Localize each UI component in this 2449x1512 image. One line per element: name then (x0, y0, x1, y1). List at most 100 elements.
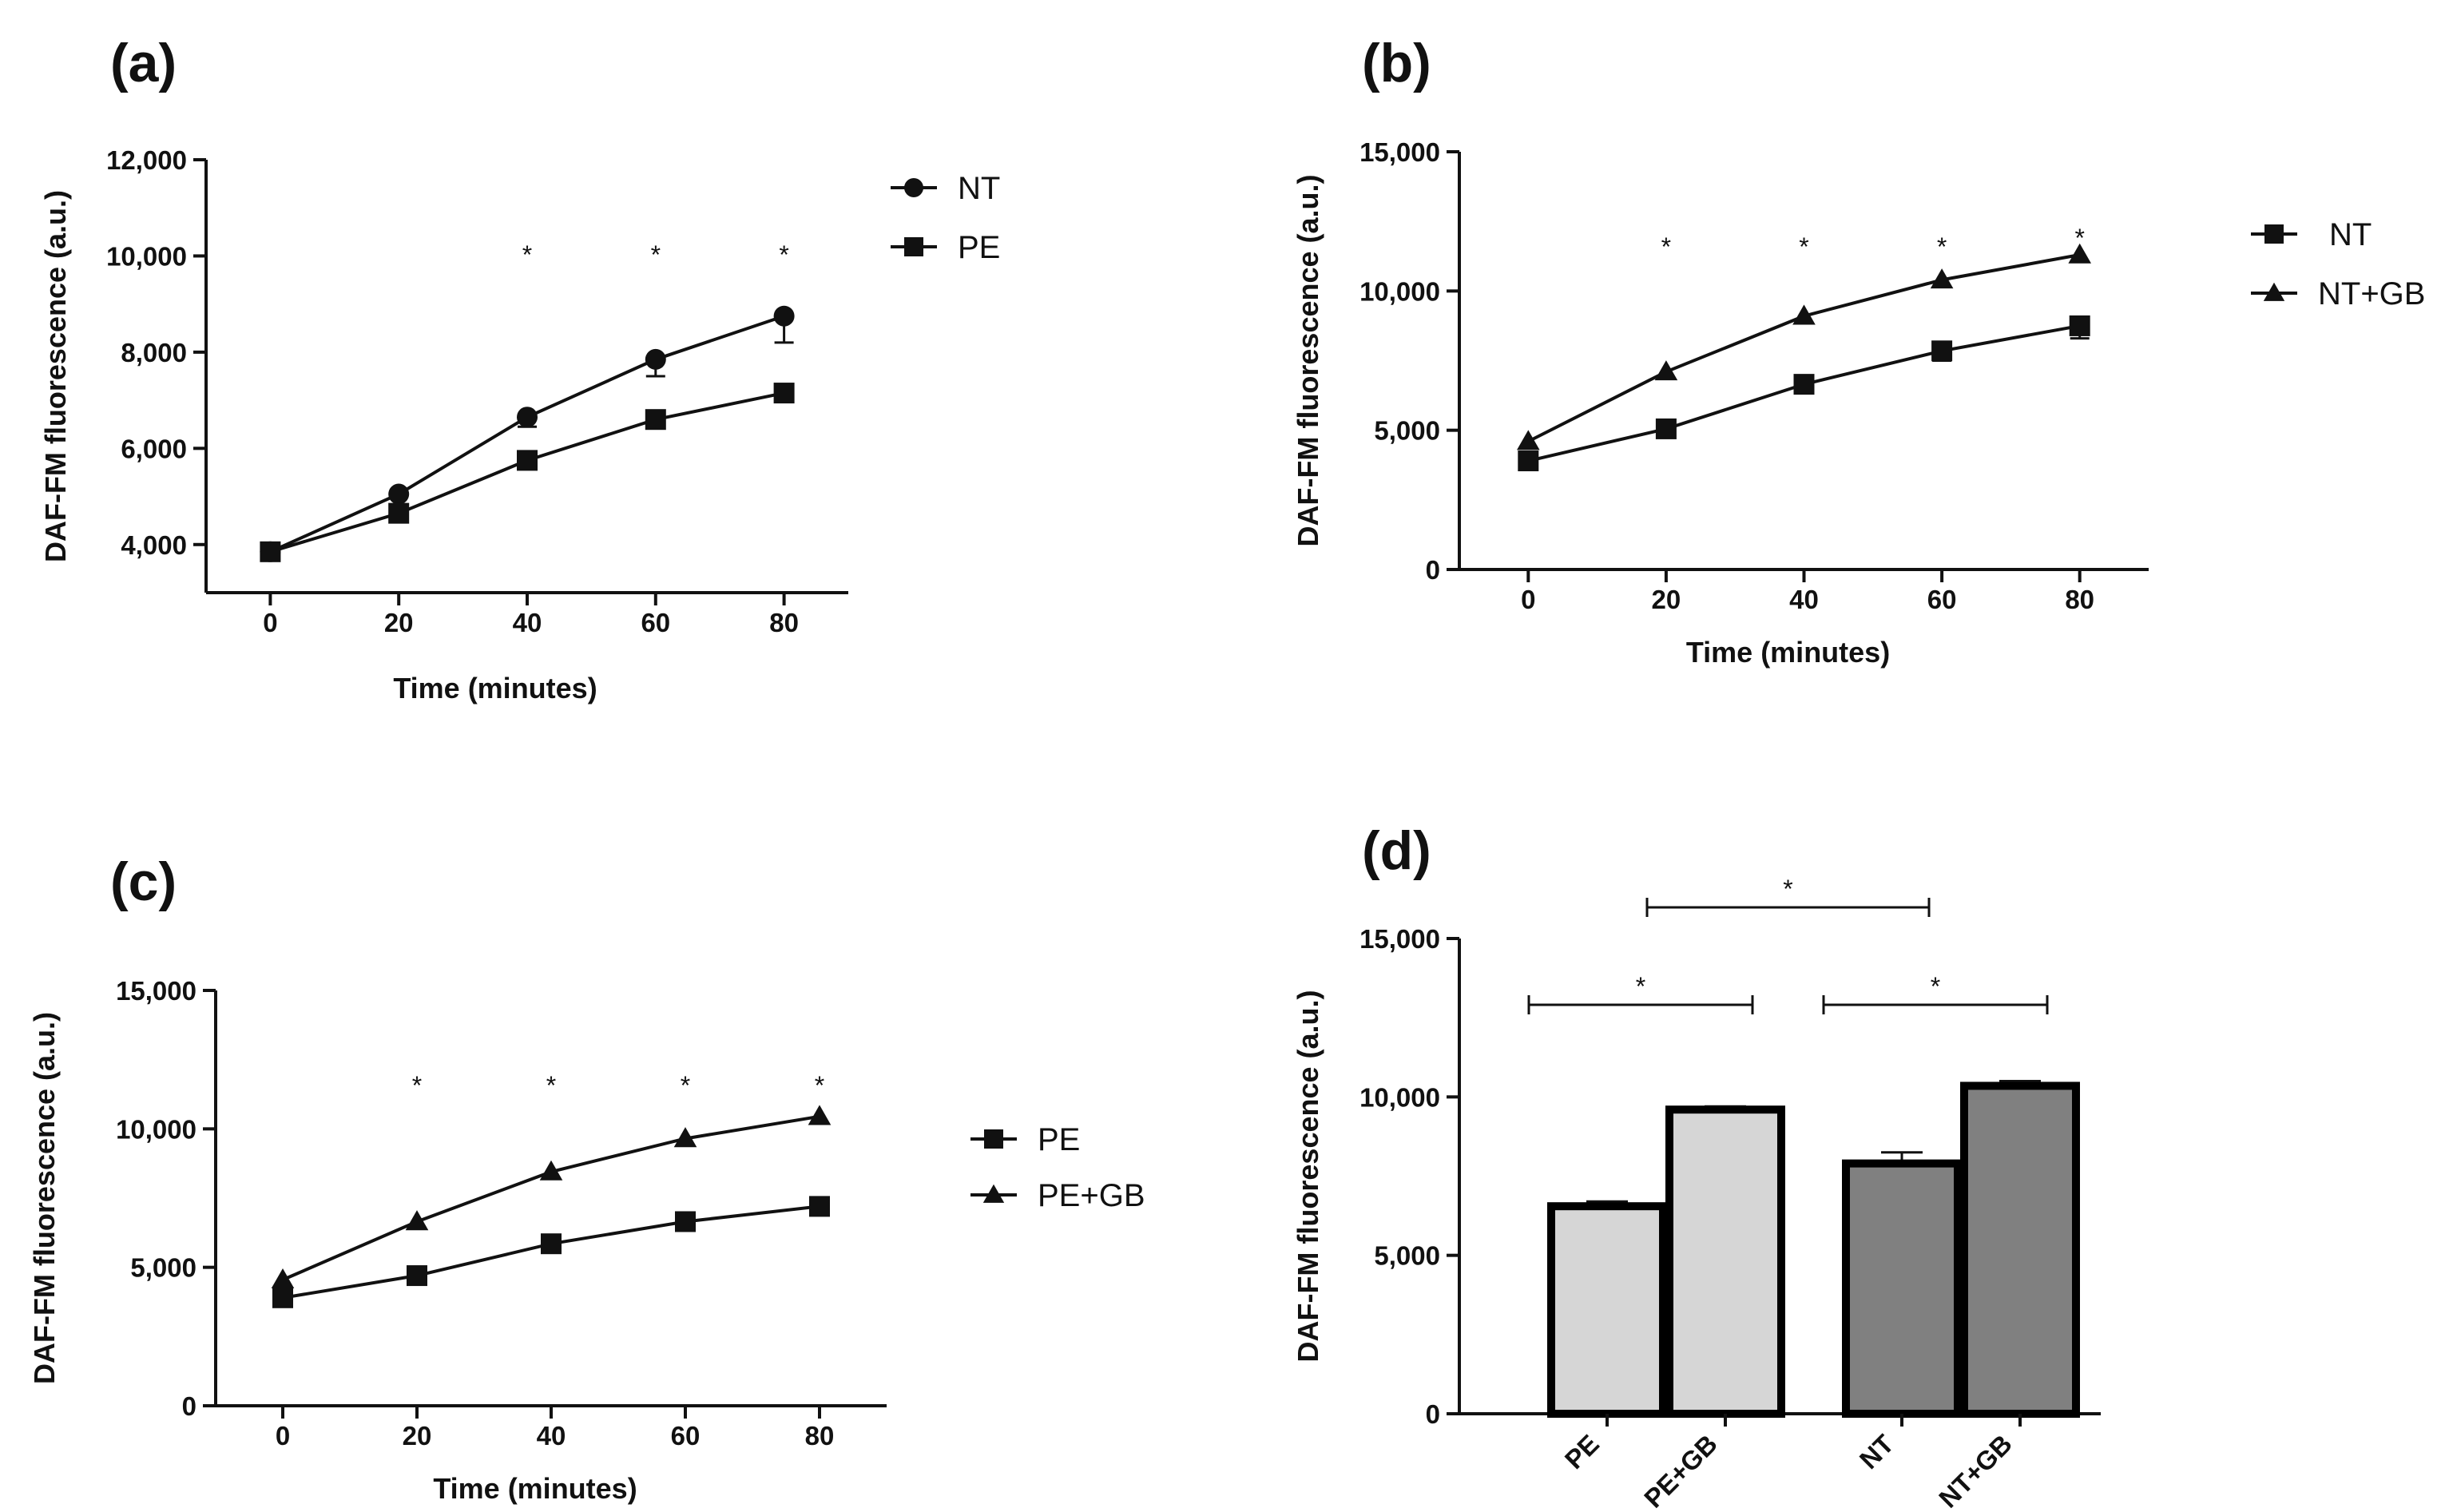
legend-label: PE (1038, 1122, 1080, 1157)
x-tick-label: 60 (671, 1421, 701, 1450)
x-tick-label: 40 (537, 1421, 566, 1450)
data-point (1517, 430, 1540, 450)
series-line-nt (269, 314, 785, 554)
legend-label: PE+GB (1038, 1178, 1145, 1213)
data-point (1793, 374, 1815, 395)
y-tick-label: 6,000 (121, 434, 187, 463)
data-point (388, 483, 410, 505)
x-tick-label: 20 (384, 608, 414, 637)
significance-star: * (1931, 972, 1940, 1001)
data-point (1654, 360, 1678, 381)
legend-marker (904, 237, 923, 256)
data-point (1655, 418, 1677, 439)
y-tick-label: 10,000 (116, 1114, 196, 1144)
x-tick-label: 40 (513, 608, 542, 637)
series-line-pe-plus-gb (282, 1114, 820, 1282)
x-tick-label: 60 (1927, 585, 1957, 614)
y-tick-label: 5,000 (1374, 1241, 1440, 1271)
x-axis-title: Time (minutes) (1686, 636, 1890, 669)
data-point (2068, 243, 2091, 264)
legend-marker (2263, 282, 2285, 301)
comparison-bracket (1645, 898, 1931, 917)
x-axis-title: Time (minutes) (393, 672, 597, 704)
y-axis-title: DAF-FM fluorescence (a.u.) (1292, 990, 1324, 1362)
x-tick-label: 20 (403, 1421, 432, 1450)
y-tick-label: 0 (182, 1391, 196, 1421)
significance-star: * (546, 1071, 556, 1100)
x-tick-label: 60 (641, 608, 670, 637)
bar-nt (1842, 1159, 1962, 1418)
x-tick-label: NT+GB (1933, 1429, 2018, 1512)
legend-label: NT (2329, 217, 2372, 252)
data-point (388, 502, 410, 524)
panel-label: (d) (1362, 820, 1431, 881)
x-tick-label: PE (1559, 1429, 1605, 1474)
data-point (1931, 340, 1953, 362)
legend-marker (904, 178, 923, 197)
x-tick-label: 20 (1652, 585, 1681, 614)
data-point (773, 305, 795, 327)
significance-star: * (1636, 972, 1645, 1001)
bar-pe (1547, 1202, 1667, 1419)
comparison-bracket (1527, 995, 1754, 1014)
y-axis-title: DAF-FM fluorescence (a.u.) (1292, 174, 1324, 546)
y-tick-label: 12,000 (106, 145, 187, 175)
data-point (2069, 315, 2090, 336)
data-point (541, 1233, 562, 1255)
legend-label: NT+GB (2318, 276, 2425, 312)
data-point (808, 1105, 832, 1125)
significance-star: * (522, 240, 532, 269)
y-tick-label: 5,000 (1374, 416, 1440, 446)
y-tick-label: 4,000 (121, 530, 187, 560)
legend-label: PE (958, 230, 1000, 265)
x-axis-title: Time (minutes) (433, 1472, 637, 1505)
y-tick-label: 10,000 (1359, 276, 1440, 306)
y-tick-label: 10,000 (106, 241, 187, 271)
significance-star: * (412, 1071, 422, 1100)
data-point (645, 409, 666, 431)
x-tick-label: 0 (276, 1421, 290, 1450)
y-tick-label: 5,000 (130, 1253, 196, 1283)
y-axis-title: DAF-FM fluorescence (a.u.) (28, 1012, 61, 1384)
legend-marker (982, 1184, 1005, 1203)
significance-star: * (2074, 224, 2084, 252)
y-tick-label: 15,000 (1359, 924, 1440, 954)
panel-label: (a) (110, 33, 177, 93)
significance-star: * (681, 1071, 690, 1100)
x-tick-label: 80 (769, 608, 799, 637)
data-point (673, 1127, 697, 1148)
data-point (773, 383, 795, 404)
chart-panel-d: (d) 0 5,000 10,000 15,000 DAF-FM fluorescence… (1292, 820, 2101, 1512)
y-tick-label: 10,000 (1359, 1082, 1440, 1112)
data-point (407, 1265, 427, 1287)
chart-panel-b: (b) 0 5,000 10,000 15,000 0 20 40 60 80 Time (minu… (1292, 33, 2425, 669)
significance-star: * (1937, 232, 1947, 261)
y-tick-label: 8,000 (121, 338, 187, 367)
x-tick-label: 80 (805, 1421, 835, 1450)
data-point (1792, 304, 1816, 325)
bar-pe-plus-gb (1665, 1105, 1785, 1418)
y-tick-label: 15,000 (116, 976, 196, 1006)
legend-marker (2264, 224, 2284, 244)
significance-star: * (779, 240, 788, 269)
data-point (539, 1160, 563, 1181)
y-tick-label: 0 (1426, 1399, 1440, 1429)
significance-star: * (651, 240, 661, 269)
data-point (1930, 268, 1954, 289)
significance-star: * (1661, 232, 1671, 261)
data-point (405, 1210, 429, 1231)
x-tick-label: 40 (1789, 585, 1819, 614)
y-tick-label: 0 (1426, 555, 1440, 585)
panel-label: (c) (110, 851, 177, 912)
x-tick-label: 80 (2065, 585, 2094, 614)
bar-nt-plus-gb (1960, 1081, 2080, 1418)
significance-star: * (1783, 875, 1792, 903)
data-point (645, 348, 666, 370)
chart-panel-c: (c) 0 5,000 10,000 15,000 0 20 40 60 80 Time (minu… (28, 851, 1145, 1505)
data-point (517, 407, 538, 428)
series-line-nt-plus-gb (1527, 253, 2081, 443)
data-point (272, 1287, 293, 1308)
data-point (271, 1268, 295, 1288)
x-tick-label: PE+GB (1638, 1429, 1723, 1512)
